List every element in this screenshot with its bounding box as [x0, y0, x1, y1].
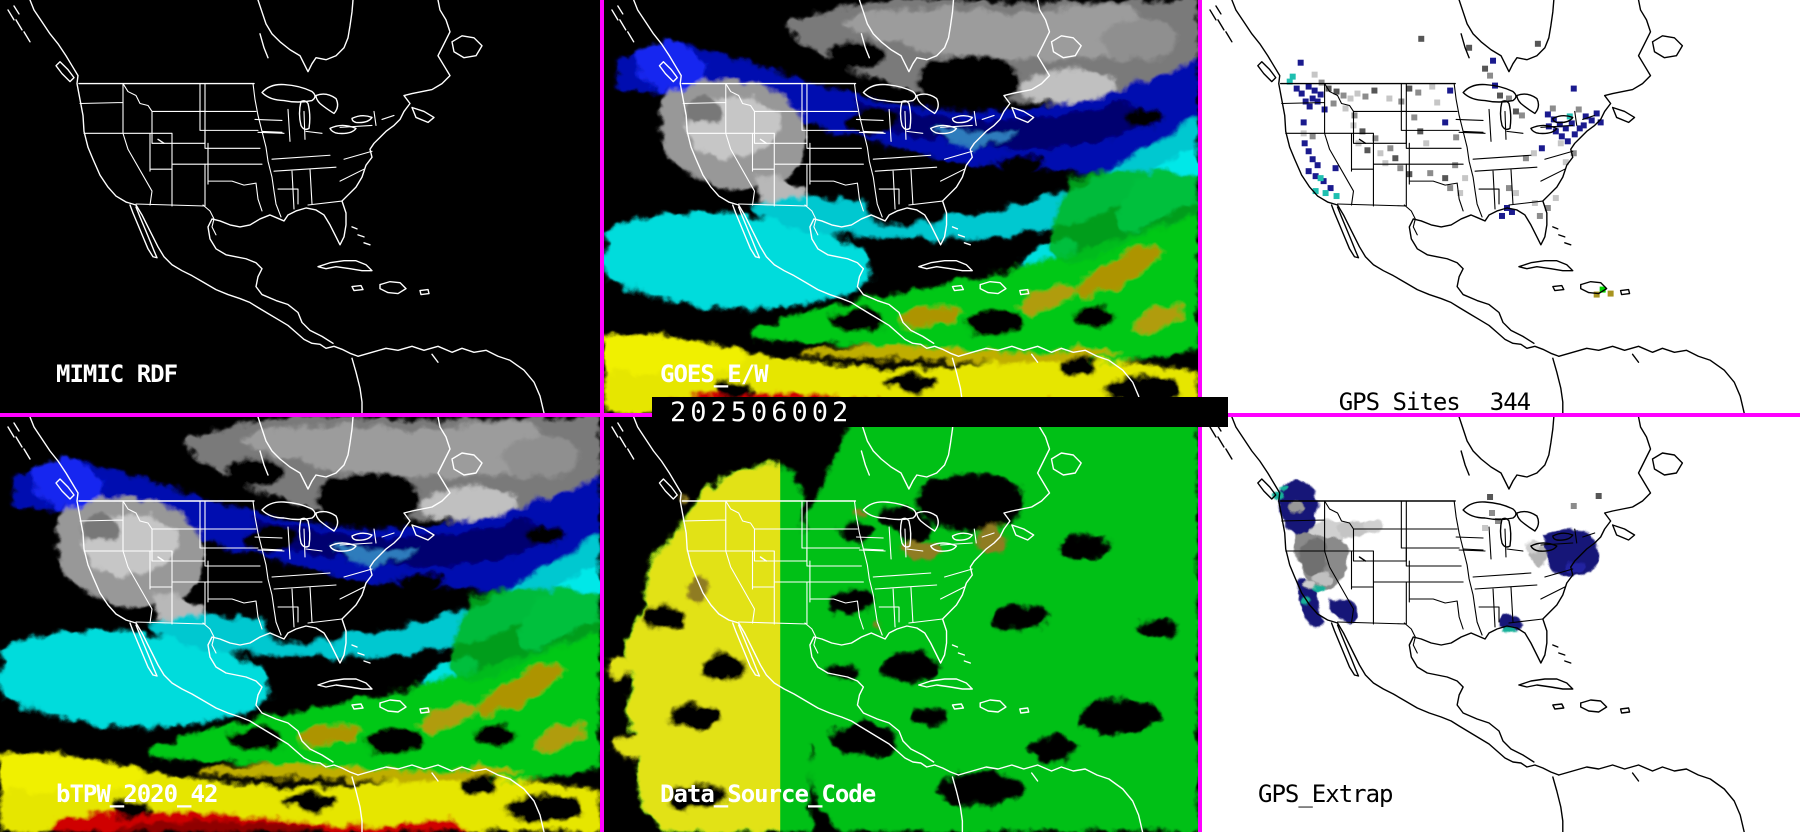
gps-sites-title: GPS Sites: [1338, 388, 1461, 413]
panel-label-mimic-rdf: MIMIC RDF: [56, 360, 178, 388]
panel-label-data-source-code: Data_Source_Code: [660, 780, 876, 808]
panel-gps-sites: GPS Sites 344: [1202, 0, 1800, 413]
panel-label-goes-ew: GOES_E/W: [660, 360, 769, 388]
panel-goes-ew: GOES_E/W: [604, 0, 1198, 413]
panel-gps-extrap: GPS_Extrap: [1202, 417, 1800, 832]
panel-mimic-rdf: MIMIC RDF: [0, 0, 600, 413]
gps-sites-map: [1209, 0, 1745, 413]
panel-data-source-code: Data_Source_Code: [604, 417, 1198, 832]
panel-label-btpw: bTPW_2020_42: [56, 780, 218, 808]
panel-btpw: bTPW_2020_42: [0, 417, 600, 832]
mimic-rdf-map: [7, 0, 545, 413]
gps-site-markers: [1286, 35, 1614, 298]
gps-extrap-map: [1209, 417, 1745, 832]
panel-label-gps-sites: GPS Sites 344: [1258, 360, 1531, 413]
panel-label-gps-extrap: GPS_Extrap: [1258, 780, 1393, 808]
timestamp-strip: 202506002: [652, 396, 1228, 428]
data-source-code-imagery: [604, 417, 1198, 832]
extrap-site-markers: [1482, 493, 1602, 531]
goes-ew-tpw-imagery: [604, 0, 1198, 413]
timestamp-text: 202506002: [670, 396, 853, 428]
gps-sites-count: 344: [1489, 388, 1531, 413]
btpw-imagery: [0, 417, 600, 832]
